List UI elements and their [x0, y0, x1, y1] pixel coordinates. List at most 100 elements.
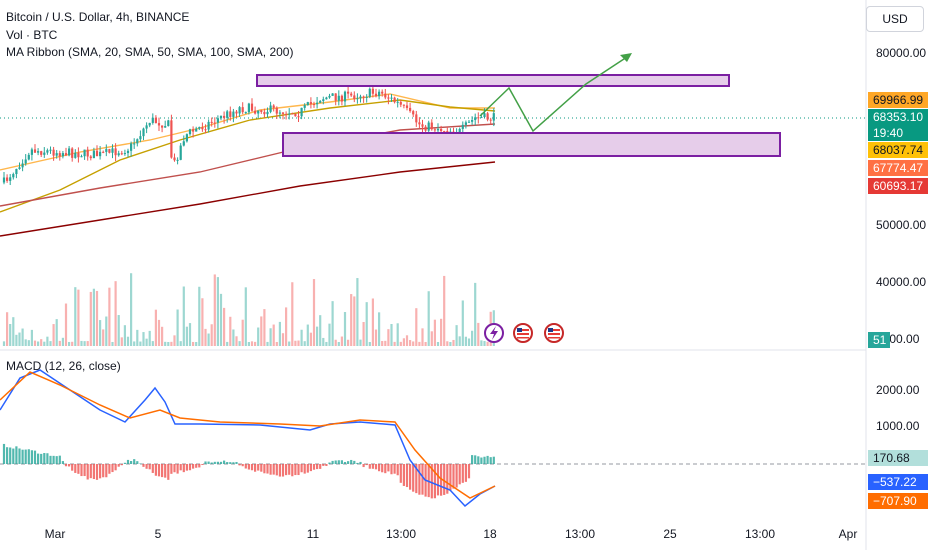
- candle-body: [105, 149, 108, 152]
- volume-bar: [204, 328, 207, 346]
- volume-bar: [37, 341, 40, 346]
- macd-histogram-bar: [455, 464, 458, 488]
- candle-body: [223, 115, 226, 118]
- volume-bar: [254, 341, 257, 346]
- candle-body: [306, 102, 309, 106]
- volume-bar: [263, 309, 266, 346]
- volume-bar: [46, 336, 49, 346]
- volume-bar: [142, 332, 145, 346]
- candle-body: [281, 112, 285, 114]
- candle-body: [334, 93, 337, 101]
- candle-body: [340, 95, 343, 102]
- volume-bar: [257, 327, 260, 346]
- candle-body: [492, 113, 495, 121]
- macd-histogram-bar: [201, 464, 204, 465]
- candle-body: [443, 131, 446, 133]
- volume-bar: [49, 341, 52, 346]
- candle-body: [123, 153, 126, 155]
- volume-bar: [238, 341, 241, 346]
- macd-histogram-bar: [381, 464, 384, 473]
- macd-histogram-bar: [188, 464, 192, 471]
- candle-body: [80, 156, 83, 158]
- volume-bar: [43, 341, 46, 346]
- volume-bar: [195, 341, 198, 346]
- volume-bars: [2, 273, 495, 346]
- candle-body: [474, 117, 477, 121]
- volume-legend[interactable]: Vol · BTC: [6, 28, 58, 42]
- volume-bar: [347, 339, 350, 346]
- macd-histogram-bar: [15, 446, 18, 464]
- candle-body: [37, 151, 40, 153]
- volume-bar: [83, 341, 86, 346]
- candle-body: [182, 141, 185, 146]
- macd-histogram-bar: [266, 464, 269, 474]
- macd-tick: 1000.00: [876, 419, 920, 433]
- candle-body: [133, 143, 136, 145]
- macd-histogram-bar: [250, 464, 254, 471]
- sma100-line: [0, 123, 496, 207]
- candle-body: [244, 112, 247, 114]
- currency-button[interactable]: USD: [866, 6, 924, 32]
- us-flag-event-icon[interactable]: [544, 323, 564, 343]
- macd-histogram-bar: [120, 464, 123, 466]
- macd-legend[interactable]: MACD (12, 26, close): [6, 359, 121, 373]
- macd-histogram-bar: [260, 464, 263, 472]
- macd-histogram-bar: [477, 456, 480, 464]
- macd-histogram-bar: [427, 464, 430, 498]
- candle-body: [71, 148, 74, 158]
- macd-histogram-bar: [61, 461, 64, 464]
- candle-body: [483, 113, 486, 118]
- resistance-zone[interactable]: [256, 74, 730, 87]
- macd-histogram-bar: [371, 464, 374, 469]
- macd-histogram-bar: [176, 464, 179, 474]
- candle-body: [331, 93, 334, 96]
- macd-histogram-bar: [244, 464, 247, 469]
- volume-bar: [207, 333, 210, 346]
- volume-bar: [477, 322, 480, 346]
- volume-bar: [458, 336, 461, 346]
- macd-histogram-bar: [12, 448, 15, 464]
- macd-histogram-bar: [170, 464, 173, 474]
- macd-histogram-bar: [359, 461, 362, 464]
- volume-bar: [95, 290, 99, 346]
- countdown-badge: 19:40: [868, 125, 928, 141]
- macd-histogram-bar: [257, 464, 260, 471]
- candle-body: [381, 91, 384, 94]
- candle-body: [424, 126, 427, 131]
- volume-bar: [64, 303, 68, 346]
- macd-histogram-bar: [148, 464, 151, 470]
- macd-histogram-bar: [350, 459, 353, 464]
- volume-bar: [430, 331, 433, 346]
- macd-histogram-bar: [151, 464, 154, 473]
- macd-histogram-bar: [83, 464, 86, 477]
- volume-bar: [188, 323, 192, 346]
- event-markers[interactable]: [484, 323, 564, 343]
- candle-body: [130, 143, 133, 151]
- volume-bar: [421, 328, 424, 346]
- us-flag-event-icon[interactable]: [513, 323, 533, 343]
- macd-histogram-bar: [92, 464, 95, 480]
- candle-body: [142, 128, 145, 137]
- macd-histogram-bar: [74, 464, 77, 473]
- macd-histogram-bar: [195, 464, 198, 468]
- volume-bar: [6, 312, 9, 346]
- macd-histogram-bar: [235, 461, 238, 464]
- macd-histogram-bar: [325, 464, 328, 466]
- candle-body: [167, 120, 170, 127]
- volume-bar: [136, 329, 139, 346]
- volume-bar: [154, 309, 157, 346]
- macd-histogram-bar: [409, 464, 412, 490]
- macd-histogram-bar: [108, 464, 111, 474]
- candle-body: [247, 103, 250, 113]
- candle-body: [210, 121, 213, 123]
- support-zone[interactable]: [282, 132, 781, 157]
- macd-histogram-bar: [40, 453, 43, 464]
- macd-histogram-bar: [6, 447, 9, 464]
- volume-bar: [2, 341, 6, 346]
- ma-ribbon-legend[interactable]: MA Ribbon (SMA, 20, SMA, 50, SMA, 100, S…: [6, 45, 294, 59]
- volume-bar: [337, 341, 340, 346]
- projection-path[interactable]: [479, 54, 631, 133]
- lightning-event-icon[interactable]: [484, 323, 504, 343]
- candle-body: [232, 111, 235, 117]
